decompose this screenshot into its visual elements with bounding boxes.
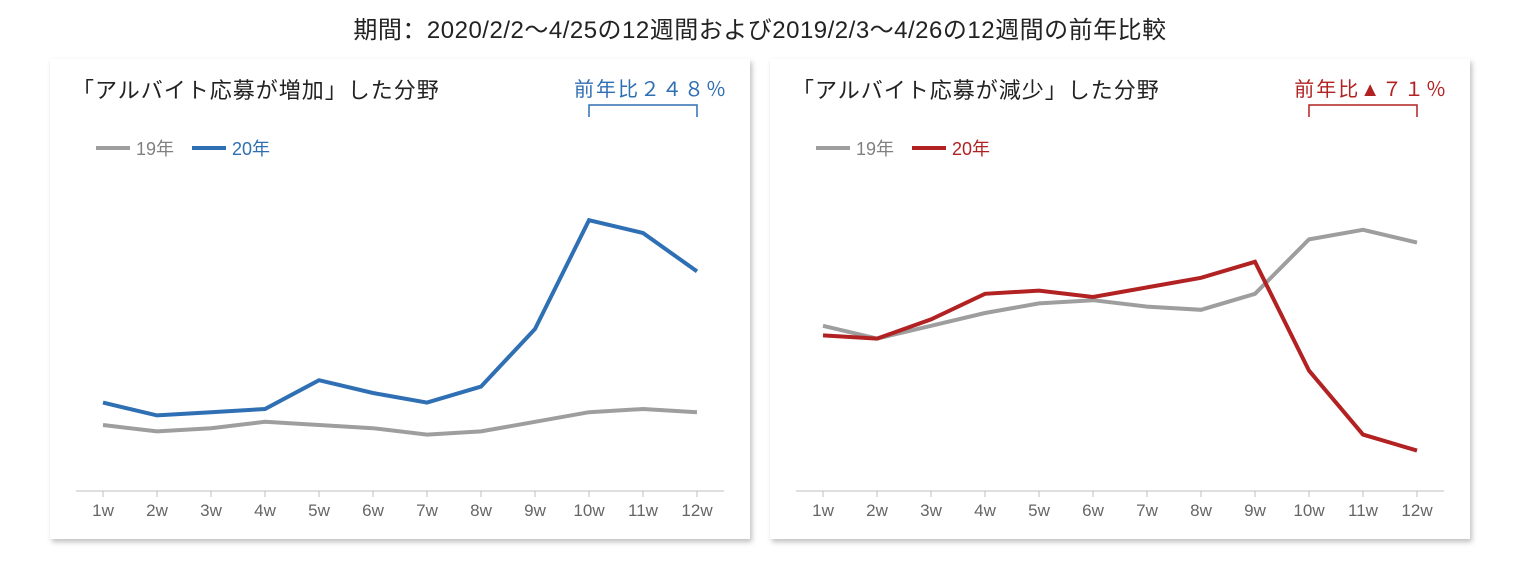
chart-header: 「アルバイト応募が減少」した分野 前年比▲７１％ bbox=[792, 73, 1448, 105]
legend-swatch-icon bbox=[192, 146, 226, 150]
x-tick-label: 10w bbox=[562, 501, 616, 521]
x-tick-label: 5w bbox=[1012, 501, 1066, 521]
legend-label: 19年 bbox=[136, 135, 174, 161]
series-line bbox=[823, 230, 1417, 339]
legend-label: 20年 bbox=[952, 135, 990, 161]
x-tick-label: 4w bbox=[958, 501, 1012, 521]
legend: 19年 20年 bbox=[96, 135, 270, 161]
x-tick-label: 11w bbox=[1336, 501, 1390, 521]
legend-swatch-icon bbox=[912, 146, 946, 150]
x-tick-label: 9w bbox=[508, 501, 562, 521]
x-tick-label: 12w bbox=[1390, 501, 1444, 521]
x-tick-label: 12w bbox=[670, 501, 724, 521]
legend-label: 20年 bbox=[232, 135, 270, 161]
x-tick-label: 3w bbox=[904, 501, 958, 521]
x-tick-label: 2w bbox=[130, 501, 184, 521]
legend-item: 19年 bbox=[96, 135, 174, 161]
chart-card-decrease: 「アルバイト応募が減少」した分野 前年比▲７１％ 19年 20年 1w2w3w4w5w6… bbox=[770, 59, 1470, 539]
legend: 19年 20年 bbox=[816, 135, 990, 161]
legend-swatch-icon bbox=[816, 146, 850, 150]
x-axis: 1w2w3w4w5w6w7w8w9w10w11w12w bbox=[76, 501, 724, 521]
x-tick-label: 6w bbox=[1066, 501, 1120, 521]
page-title: 期間：2020/2/2～4/25の12週間および2019/2/3～4/26の12… bbox=[0, 0, 1520, 45]
chart-title: 「アルバイト応募が減少」した分野 bbox=[792, 73, 1160, 105]
x-tick-label: 1w bbox=[796, 501, 850, 521]
x-tick-label: 11w bbox=[616, 501, 670, 521]
chart-title: 「アルバイト応募が増加」した分野 bbox=[72, 73, 440, 105]
bracket-icon bbox=[589, 105, 697, 117]
plot-area bbox=[796, 169, 1444, 489]
series-line bbox=[823, 262, 1417, 451]
x-axis: 1w2w3w4w5w6w7w8w9w10w11w12w bbox=[796, 501, 1444, 521]
legend-item: 20年 bbox=[912, 135, 990, 161]
legend-swatch-icon bbox=[96, 146, 130, 150]
x-tick-label: 7w bbox=[400, 501, 454, 521]
legend-item: 19年 bbox=[816, 135, 894, 161]
x-tick-label: 8w bbox=[454, 501, 508, 521]
series-line bbox=[103, 220, 697, 415]
annotation-label: 前年比２４８％ bbox=[574, 73, 728, 102]
legend-label: 19年 bbox=[856, 135, 894, 161]
chart-card-increase: 「アルバイト応募が増加」した分野 前年比２４８％ 19年 20年 1w2w3w4w5w6… bbox=[50, 59, 750, 539]
charts-row: 「アルバイト応募が増加」した分野前年比２４８％19年20年1w2w3w4w5w6… bbox=[0, 59, 1520, 539]
x-tick-label: 6w bbox=[346, 501, 400, 521]
x-tick-label: 5w bbox=[292, 501, 346, 521]
bracket-icon bbox=[1309, 105, 1417, 117]
x-tick-label: 3w bbox=[184, 501, 238, 521]
x-tick-label: 8w bbox=[1174, 501, 1228, 521]
page-root: 期間：2020/2/2～4/25の12週間および2019/2/3～4/26の12… bbox=[0, 0, 1520, 570]
annotation-label: 前年比▲７１％ bbox=[1294, 73, 1448, 102]
chart-header: 「アルバイト応募が増加」した分野 前年比２４８％ bbox=[72, 73, 728, 105]
x-tick-label: 10w bbox=[1282, 501, 1336, 521]
x-tick-label: 1w bbox=[76, 501, 130, 521]
x-tick-label: 4w bbox=[238, 501, 292, 521]
plot-area bbox=[76, 169, 724, 489]
x-tick-label: 7w bbox=[1120, 501, 1174, 521]
x-tick-label: 2w bbox=[850, 501, 904, 521]
legend-item: 20年 bbox=[192, 135, 270, 161]
x-tick-label: 9w bbox=[1228, 501, 1282, 521]
